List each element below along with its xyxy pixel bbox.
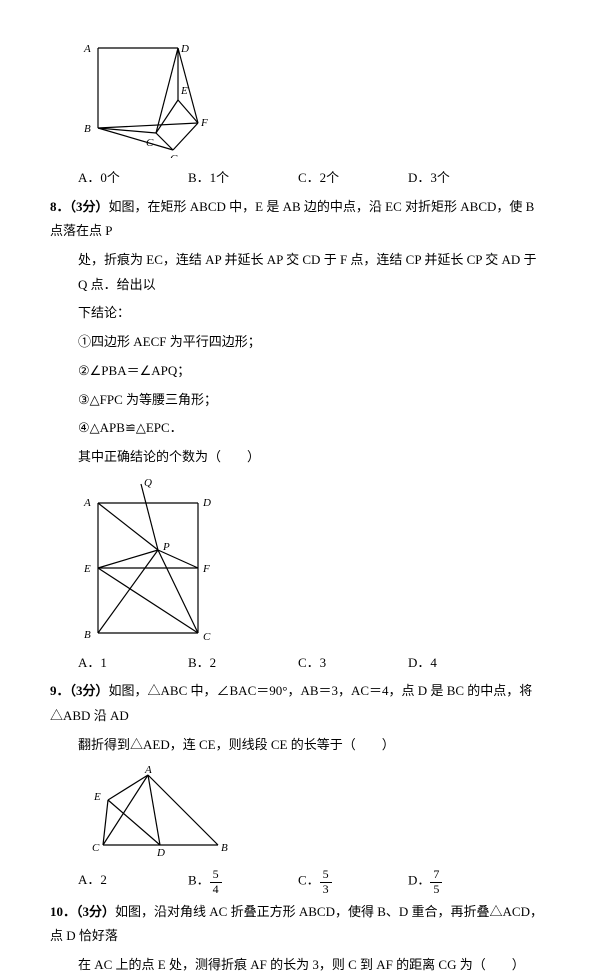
svg-text:P: P (162, 541, 170, 553)
q9-options: A．2 B．54 C．53 D．75 (78, 868, 545, 895)
q8-stem: 8．（3分）如图，在矩形 ABCD 中，E 是 AB 边的中点，沿 EC 对折矩… (50, 195, 545, 244)
q9-num: 9． (50, 683, 70, 698)
q8-opt-b: B．2 (188, 651, 298, 676)
svg-text:Q: Q (144, 478, 152, 489)
q8-s4: ④△APB≌△EPC． (78, 416, 545, 441)
q8-line2: 处，折痕为 EC，连结 AP 并延长 AP 交 CD 于 F 点，连结 CP 并… (78, 248, 545, 297)
q8-opt-a: A．1 (78, 651, 188, 676)
svg-text:A: A (83, 497, 91, 509)
svg-text:C: C (92, 842, 100, 854)
q10-line1: 如图，沿对角线 AC 折叠正方形 ABCD，使得 B、D 重合，再折叠△ACD，… (50, 904, 543, 944)
q10-pts: （3分） (76, 904, 115, 919)
frac-5-4: 54 (210, 868, 222, 895)
q9-line2: 翻折得到△AED，连 CE，则线段 CE 的长等于（ ） (78, 733, 545, 758)
q9-pts: （3分） (70, 683, 109, 698)
q7-opt-c: C．2个 (298, 166, 408, 191)
q7-diagram: A D B C E F G (78, 38, 218, 158)
q8-num: 8． (50, 199, 70, 214)
q7-options: A．0个 B．1个 C．2个 D．3个 (78, 166, 545, 191)
svg-text:A: A (144, 765, 152, 776)
q8-s3: ③△FPC 为等腰三角形； (78, 388, 545, 413)
frac-5-3: 53 (320, 868, 332, 895)
q8-pts: （3分） (70, 199, 109, 214)
svg-text:E: E (93, 791, 101, 803)
q8-line3: 下结论： (78, 301, 545, 326)
q9-diagram: A B C D E (78, 765, 248, 860)
svg-text:B: B (221, 842, 228, 854)
q9-line1: 如图，△ABC 中，∠BAC＝90°，AB＝3，AC＝4，点 D 是 BC 的中… (50, 683, 532, 723)
q10-stem: 10．（3分）如图，沿对角线 AC 折叠正方形 ABCD，使得 B、D 重合，再… (50, 900, 545, 949)
frac-7-5: 75 (430, 868, 442, 895)
svg-text:B: B (84, 629, 91, 641)
q9-opt-a: A．2 (78, 868, 188, 895)
q8-line1: 如图，在矩形 ABCD 中，E 是 AB 边的中点，沿 EC 对折矩形 ABCD… (50, 199, 534, 239)
svg-text:C: C (146, 137, 154, 149)
q8-ask: 其中正确结论的个数为（ ） (78, 445, 545, 470)
svg-text:E: E (180, 85, 188, 97)
q9-stem: 9．（3分）如图，△ABC 中，∠BAC＝90°，AB＝3，AC＝4，点 D 是… (50, 679, 545, 728)
q8-options: A．1 B．2 C．3 D．4 (78, 651, 545, 676)
svg-text:D: D (180, 43, 189, 55)
q7-opt-a: A．0个 (78, 166, 188, 191)
q8-s1: ①四边形 AECF 为平行四边形； (78, 330, 545, 355)
svg-text:C: C (203, 631, 211, 643)
svg-text:D: D (156, 847, 165, 859)
q8-diagram: A D B C E F P Q (78, 478, 228, 643)
q9-opt-c: C．53 (298, 868, 408, 895)
svg-text:A: A (83, 43, 91, 55)
q8-s2: ②∠PBA＝∠APQ； (78, 359, 545, 384)
svg-text:D: D (202, 497, 211, 509)
svg-text:E: E (83, 563, 91, 575)
q7-opt-b: B．1个 (188, 166, 298, 191)
q10-num: 10． (50, 904, 76, 919)
q8-opt-d: D．4 (408, 651, 518, 676)
q9-opt-b: B．54 (188, 868, 298, 895)
svg-text:G: G (170, 153, 178, 158)
q9-opt-d: D．75 (408, 868, 518, 895)
q10-line2: 在 AC 上的点 E 处，测得折痕 AF 的长为 3，则 C 到 AF 的距离 … (78, 953, 545, 978)
svg-text:F: F (202, 563, 210, 575)
svg-text:B: B (84, 123, 91, 135)
q8-opt-c: C．3 (298, 651, 408, 676)
svg-text:F: F (200, 117, 208, 129)
q7-opt-d: D．3个 (408, 166, 518, 191)
